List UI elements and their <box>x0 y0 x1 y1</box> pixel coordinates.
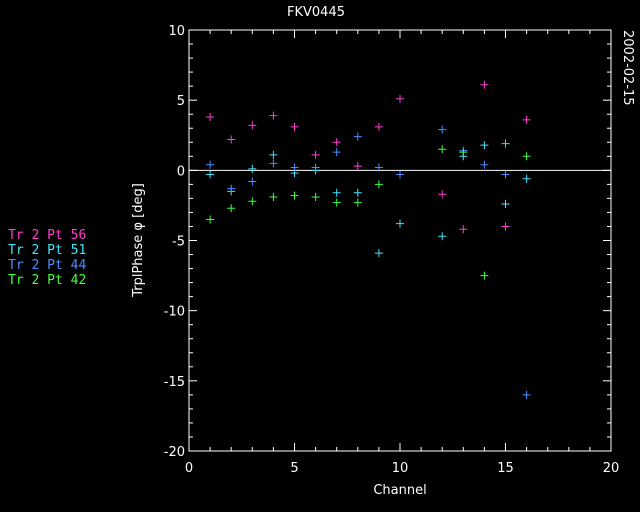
data-point-marker <box>332 148 341 157</box>
legend: Tr 2 Pt 56 Tr 2 Pt 51 Tr 2 Pt 44 Tr 2 Pt 42 <box>8 228 86 288</box>
data-point-marker <box>501 222 510 231</box>
data-point-marker <box>332 188 341 197</box>
data-point-marker <box>248 121 257 130</box>
data-point-marker <box>480 271 489 280</box>
plot-markers <box>206 80 531 399</box>
data-point-marker <box>269 192 278 201</box>
y-tick-label: -15 <box>164 375 185 390</box>
data-point-marker <box>480 141 489 150</box>
data-point-marker <box>290 191 299 200</box>
plot-frame <box>188 29 612 452</box>
y-tick-label: -10 <box>164 305 185 320</box>
data-point-marker <box>522 152 531 161</box>
data-point-marker <box>459 148 468 157</box>
data-point-marker <box>374 249 383 258</box>
data-point-marker <box>227 184 236 193</box>
y-tick-label: -20 <box>164 445 185 460</box>
plot-axes: 0 5 10 15 20 -20 -15 -10 -5 0 5 10 <box>164 24 620 476</box>
x-tick-label: 0 <box>185 461 193 476</box>
data-point-marker <box>248 197 257 206</box>
data-point-marker <box>227 204 236 213</box>
x-axis-label: Channel <box>373 483 426 498</box>
data-point-marker <box>269 111 278 120</box>
data-point-marker <box>353 188 362 197</box>
data-point-marker <box>522 174 531 183</box>
legend-entry: Tr 2 Pt 44 <box>8 258 87 273</box>
data-point-marker <box>353 132 362 141</box>
data-point-marker <box>353 198 362 207</box>
legend-entry: Tr 2 Pt 42 <box>8 273 87 288</box>
data-point-marker <box>311 192 320 201</box>
data-point-marker <box>396 219 404 228</box>
data-point-marker <box>522 390 531 399</box>
data-point-marker <box>501 200 510 209</box>
y-tick-label: 10 <box>168 24 185 39</box>
chart-title: FKV0445 <box>287 5 345 20</box>
data-point-marker <box>206 170 215 179</box>
data-point-marker <box>269 150 278 159</box>
y-tick-label: -5 <box>172 235 185 250</box>
data-point-marker <box>353 162 362 171</box>
data-point-marker <box>374 163 383 172</box>
data-point-marker <box>311 163 320 172</box>
data-point-marker <box>290 163 299 172</box>
data-point-marker <box>206 113 215 122</box>
data-point-marker <box>332 198 341 207</box>
x-tick-label: 15 <box>497 461 514 476</box>
data-point-marker <box>248 164 257 173</box>
legend-entry: Tr 2 Pt 56 <box>8 228 87 243</box>
data-point-marker <box>248 177 257 186</box>
data-point-marker <box>480 160 489 169</box>
data-point-marker <box>396 94 404 103</box>
data-point-marker <box>206 160 215 169</box>
data-point-marker <box>290 122 299 131</box>
data-point-marker <box>459 225 468 234</box>
data-point-marker <box>374 180 383 189</box>
data-point-marker <box>438 145 447 154</box>
y-tick-label: 5 <box>177 94 185 109</box>
data-point-marker <box>438 190 447 199</box>
data-point-marker <box>206 215 215 224</box>
data-point-marker <box>227 135 236 144</box>
data-point-marker <box>269 159 278 168</box>
date-label: 2002-02-15 <box>620 30 635 106</box>
legend-entry: Tr 2 Pt 51 <box>8 243 87 258</box>
data-point-marker <box>438 125 447 134</box>
data-point-marker <box>311 150 320 159</box>
data-point-marker <box>396 170 404 179</box>
data-point-marker <box>332 138 341 147</box>
data-point-marker <box>480 80 489 89</box>
x-tick-label: 20 <box>603 461 620 476</box>
y-axis-label: TrplPhase φ [deg] <box>131 183 146 298</box>
data-point-marker <box>501 139 510 148</box>
data-point-marker <box>438 232 447 241</box>
x-tick-label: 5 <box>290 461 298 476</box>
data-point-marker <box>522 115 531 124</box>
data-point-marker <box>501 170 510 179</box>
x-tick-label: 10 <box>392 461 409 476</box>
data-point-marker <box>374 122 383 131</box>
y-tick-label: 0 <box>177 164 185 179</box>
